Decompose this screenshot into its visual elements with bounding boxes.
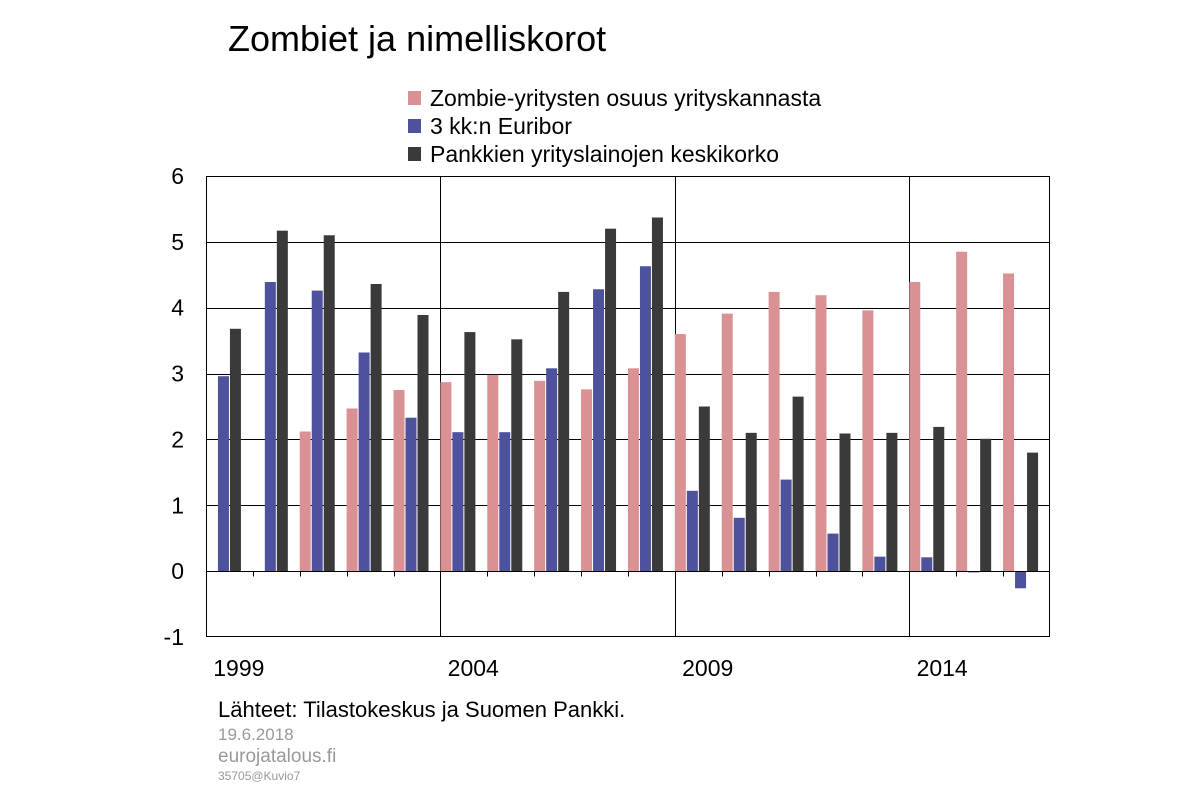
bar-zombie-share-2005 [487, 374, 499, 572]
y-tick-label: -1 [164, 624, 184, 650]
legend-swatch-zombie [408, 91, 421, 105]
legend-swatch-euribor [408, 119, 421, 133]
bar-lending-rate-2000 [276, 230, 288, 572]
legend-label-zombie: Zombie-yritysten osuus yrityskannasta [430, 85, 822, 111]
bar-zombie-share-2002 [346, 408, 358, 572]
chart-title: Zombiet ja nimelliskorot [228, 18, 607, 59]
legend-swatch-lending-rate [408, 147, 421, 161]
bar-lending-rate-2008 [651, 217, 663, 572]
y-tick-label: 4 [171, 295, 184, 321]
bar-lending-rate-2015 [980, 438, 992, 572]
x-tick-label: 2004 [448, 655, 499, 681]
bar-zombie-share-2015 [956, 251, 968, 572]
bar-euribor-2009 [686, 490, 698, 572]
bar-zombie-share-2003 [393, 390, 405, 572]
bar-lending-rate-2001 [323, 235, 335, 572]
axes: 6 5 4 3 2 1 0 -1 1999 2004 2009 2014 [164, 163, 1050, 681]
plot-frame [206, 176, 1050, 637]
bar-zombie-share-2013 [862, 310, 874, 572]
y-tick-label: 1 [171, 492, 184, 518]
bar-zombie-share-2010 [721, 313, 733, 572]
bar-zombie-share-2012 [815, 295, 827, 572]
bar-lending-rate-1999 [229, 328, 241, 572]
bar-zombie-share-2014 [909, 282, 921, 572]
bar-euribor-2001 [311, 290, 323, 572]
legend-item-lending-rate: Pankkien yrityslainojen keskikorko [408, 140, 821, 168]
y-tick-label: 6 [171, 163, 184, 189]
bar-lending-rate-2006 [558, 291, 570, 572]
bar-zombie-share-2008 [627, 368, 639, 572]
bar-euribor-2010 [733, 517, 745, 572]
bar-lending-rate-2005 [511, 339, 523, 572]
legend: Zombie-yritysten osuus yrityskannasta 3 … [408, 84, 821, 168]
site-name: eurojatalous.fi [218, 746, 337, 767]
bar-lending-rate-2013 [886, 432, 898, 572]
bar-euribor-2014 [921, 557, 933, 572]
y-tick-label: 3 [171, 361, 184, 387]
bar-euribor-2008 [639, 266, 651, 572]
bar-lending-rate-2002 [370, 284, 382, 572]
bar-euribor-2000 [264, 282, 276, 572]
bars [217, 217, 1039, 589]
bar-zombie-share-2001 [299, 431, 311, 572]
publication-date: 19.6.2018 [218, 725, 294, 744]
bar-lending-rate-2016 [1027, 452, 1039, 572]
bar-euribor-2013 [874, 556, 886, 572]
bar-zombie-share-2016 [1003, 273, 1015, 572]
x-tick-label: 2014 [917, 655, 968, 681]
bar-zombie-share-2007 [581, 389, 593, 572]
bar-zombie-share-2009 [674, 334, 686, 572]
bar-lending-rate-2012 [839, 433, 851, 572]
legend-item-euribor: 3 kk:n Euribor [408, 112, 821, 140]
bar-euribor-2003 [405, 417, 417, 572]
bar-lending-rate-2014 [933, 426, 945, 572]
legend-label-euribor: 3 kk:n Euribor [430, 113, 572, 139]
bar-euribor-2012 [827, 533, 839, 572]
bar-euribor-2002 [358, 352, 370, 572]
bar-euribor-1999 [217, 376, 229, 572]
y-tick-label: 5 [171, 229, 184, 255]
bar-lending-rate-2004 [464, 332, 476, 572]
y-tick-label: 0 [171, 558, 184, 584]
bar-euribor-2011 [780, 479, 792, 572]
bar-euribor-2006 [546, 368, 558, 572]
source-note: Lähteet: Tilastokeskus ja Suomen Pankki. [218, 697, 626, 722]
y-tick-label: 2 [171, 426, 184, 452]
bar-euribor-2005 [499, 432, 511, 572]
bar-euribor-2016 [1015, 571, 1027, 589]
bar-euribor-2004 [452, 432, 464, 572]
bar-lending-rate-2011 [792, 396, 804, 572]
x-tick-label: 2009 [682, 655, 733, 681]
legend-label-lending-rate: Pankkien yrityslainojen keskikorko [430, 141, 779, 167]
bar-zombie-share-2004 [440, 382, 452, 572]
x-tick-label: 1999 [213, 655, 264, 681]
legend-item-zombie: Zombie-yritysten osuus yrityskannasta [408, 84, 821, 112]
bar-zombie-share-2006 [534, 380, 546, 572]
bar-lending-rate-2007 [605, 228, 617, 572]
bar-lending-rate-2010 [745, 432, 757, 572]
bar-lending-rate-2003 [417, 314, 429, 572]
bar-lending-rate-2009 [698, 406, 710, 572]
figure-code: 35705@Kuvio7 [218, 769, 301, 783]
bar-euribor-2007 [593, 289, 605, 572]
bar-zombie-share-2011 [768, 291, 780, 572]
